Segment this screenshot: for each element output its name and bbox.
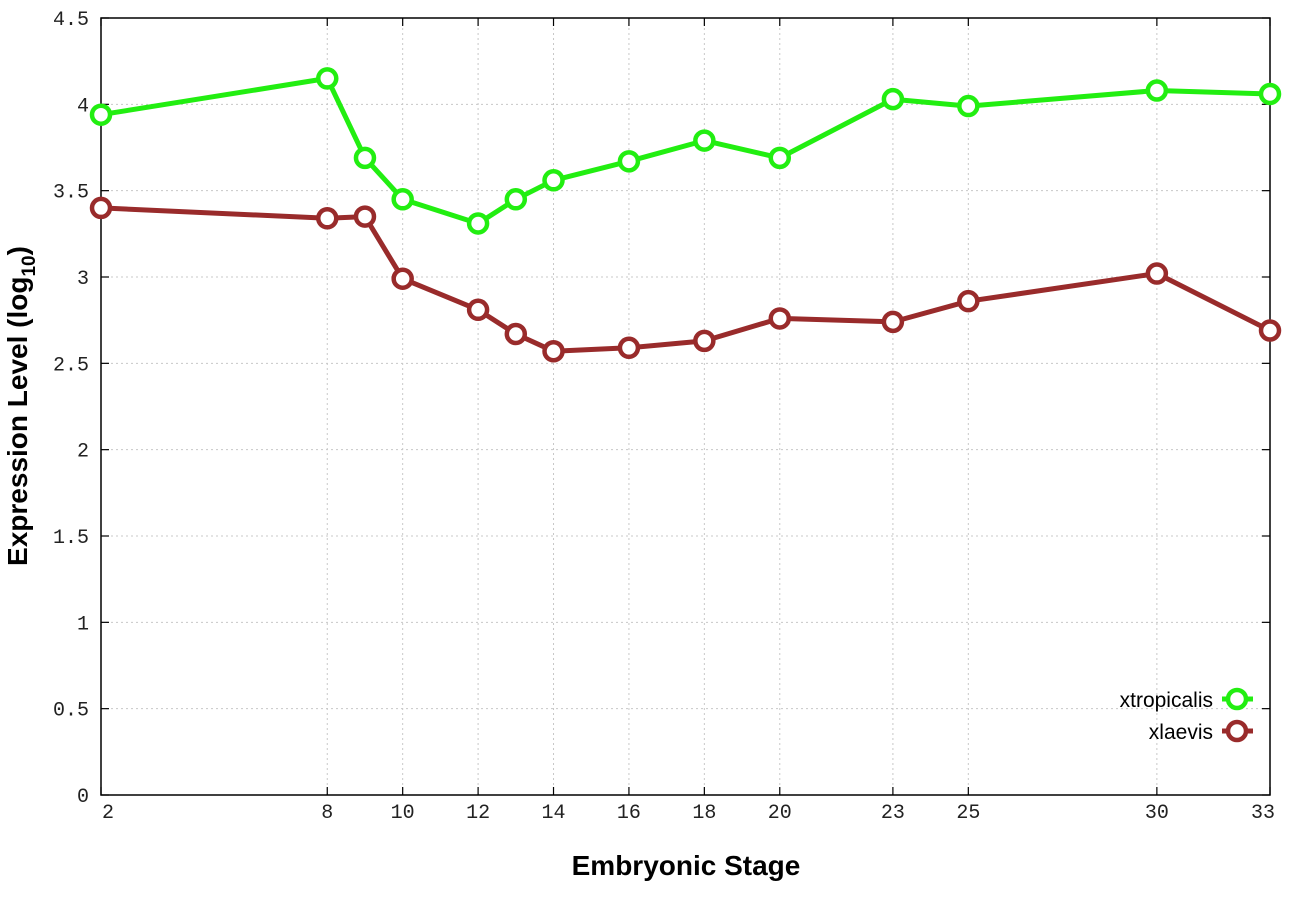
series-xtropicalis [89,67,1282,235]
data-point-xtropicalis [391,188,414,211]
legend-label-xlaevis: xlaevis [1149,721,1213,744]
legend-label-xtropicalis: xtropicalis [1120,689,1213,712]
legend-marker-xtropicalis [1225,687,1249,711]
data-point-xlaevis [316,207,339,230]
x-tick-label: 25 [956,802,980,825]
y-axis-title-subscript: 10 [19,255,40,276]
data-point-xtropicalis [466,212,490,235]
legend-marker-xlaevis [1225,719,1249,743]
data-point-xtropicalis [353,146,377,170]
y-tick-label: 4 [77,95,89,118]
x-tick-label: 30 [1145,802,1169,825]
y-tick-label: 3 [77,268,89,291]
data-point-xlaevis [1145,262,1169,285]
x-tick-label: 14 [542,802,566,825]
plot-area-frame [100,17,1271,796]
y-tick-label: 3.5 [53,182,89,205]
data-point-xlaevis [504,322,528,346]
y-axis-title: Expression Level (log10) [2,246,40,566]
series-line-xlaevis [100,205,1272,354]
y-tick-label: 1.5 [53,527,89,550]
data-point-xlaevis [466,298,490,322]
y-axis-title-close: ) [2,246,33,255]
data-point-xtropicalis [542,169,565,192]
x-tick-label: 16 [617,802,641,825]
y-tick-label: 4.5 [53,9,89,32]
series-xlaevis [89,196,1282,363]
grid-lines [101,18,1270,795]
data-point-xtropicalis [316,67,339,90]
x-tick-label: 12 [466,802,490,825]
x-axis-title: Embryonic Stage [572,850,801,881]
y-tick-label: 2 [77,441,89,464]
data-point-xlaevis [881,310,905,334]
x-tick-label: 18 [692,802,716,825]
data-point-xlaevis [89,196,113,220]
data-point-xlaevis [617,336,641,360]
data-point-xtropicalis [504,188,528,211]
data-point-xlaevis [957,289,980,313]
data-point-xlaevis [391,267,414,290]
y-tick-label: 2.5 [53,354,89,377]
data-point-xlaevis [693,329,716,353]
data-point-xtropicalis [693,129,716,152]
y-tick-label: 1 [77,613,89,636]
y-axis-title-main: Expression Level (log [2,277,33,566]
data-point-xtropicalis [881,87,905,111]
legend: xtropicalis xlaevis [1120,687,1253,744]
data-point-xtropicalis [617,150,641,173]
y-tick-label: 0.5 [53,700,89,723]
data-point-xlaevis [353,205,377,228]
data-point-xlaevis [542,339,565,363]
x-tick-label: 23 [881,802,905,825]
series-line-xtropicalis [100,75,1271,226]
data-point-xlaevis [768,307,792,330]
x-tick-label: 2 [102,802,114,825]
series-group [89,67,1282,363]
data-point-xtropicalis [1145,79,1169,102]
x-tick-label: 8 [321,802,333,825]
data-point-xtropicalis [89,103,113,126]
data-point-xtropicalis [768,146,792,170]
x-tick-label: 10 [391,802,415,825]
data-point-xlaevis [1258,319,1282,342]
axis-ticks: 0 0.5 1 1.5 2 2.5 3 3.5 4 4.5 2 8 10 12 14 16 18 20 23 25 30… [53,9,1275,825]
data-point-xtropicalis [957,94,980,118]
x-tick-label: 33 [1251,802,1275,825]
data-point-xtropicalis [1258,82,1282,106]
x-tick-label: 20 [768,802,792,825]
y-tick-label: 0 [77,786,89,809]
